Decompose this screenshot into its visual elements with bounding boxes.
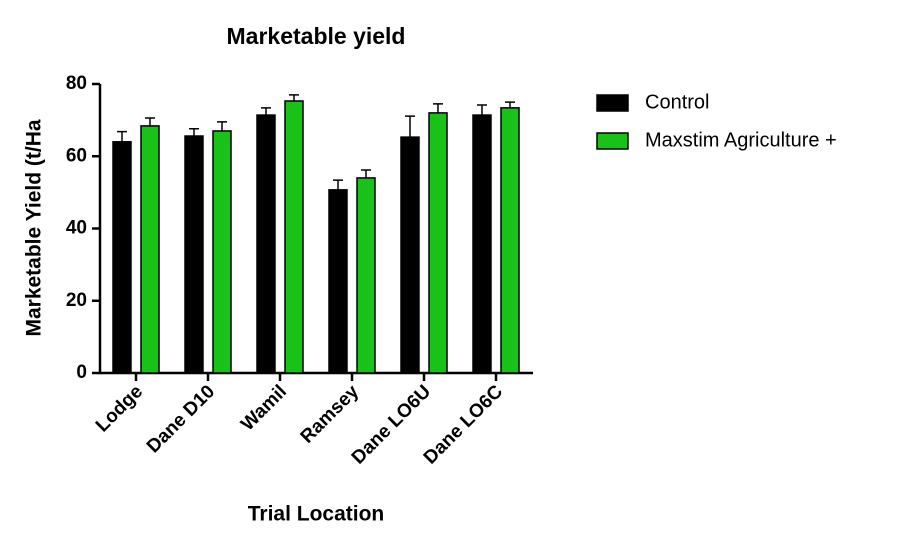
bar [400, 136, 420, 374]
x-tick-label: Dane D10 [143, 381, 219, 457]
y-axis-label: Marketable Yield (t/Ha [23, 119, 46, 336]
y-tick-label: 40 [66, 218, 87, 239]
bar [256, 114, 276, 374]
error-bar [189, 128, 199, 137]
chart-title: Marketable yield [227, 23, 406, 49]
x-tick-label: Lodge [92, 381, 147, 436]
error-bar [477, 104, 487, 116]
bar [184, 135, 204, 374]
error-bar [289, 94, 299, 101]
bar [112, 141, 132, 374]
legend-swatch [596, 94, 629, 112]
error-bar [117, 130, 127, 142]
bar [428, 112, 448, 374]
bar [212, 130, 232, 374]
bar [472, 114, 492, 374]
error-bar [145, 117, 155, 126]
x-tick-label: Wamil [237, 381, 291, 435]
legend-label: Control [645, 91, 709, 113]
error-bar [361, 169, 371, 178]
bar [356, 177, 376, 374]
bar [284, 100, 304, 374]
legend-label: Maxstim Agriculture + [645, 129, 837, 151]
y-tick-label: 60 [66, 145, 87, 166]
legend-swatch [596, 132, 629, 150]
y-tick-label: 80 [66, 73, 87, 94]
error-bar [261, 107, 271, 116]
error-bar [405, 115, 415, 138]
error-bar [505, 101, 515, 108]
y-tick-label: 0 [76, 362, 87, 383]
x-tick-label: Ramsey [297, 381, 364, 448]
bar [140, 125, 160, 374]
bar [328, 189, 348, 374]
error-bar [217, 121, 227, 131]
bar [500, 107, 520, 374]
y-tick-label: 20 [66, 290, 87, 311]
x-axis-label: Trial Location [248, 503, 385, 526]
error-bar [433, 103, 443, 113]
error-bar [333, 179, 343, 190]
